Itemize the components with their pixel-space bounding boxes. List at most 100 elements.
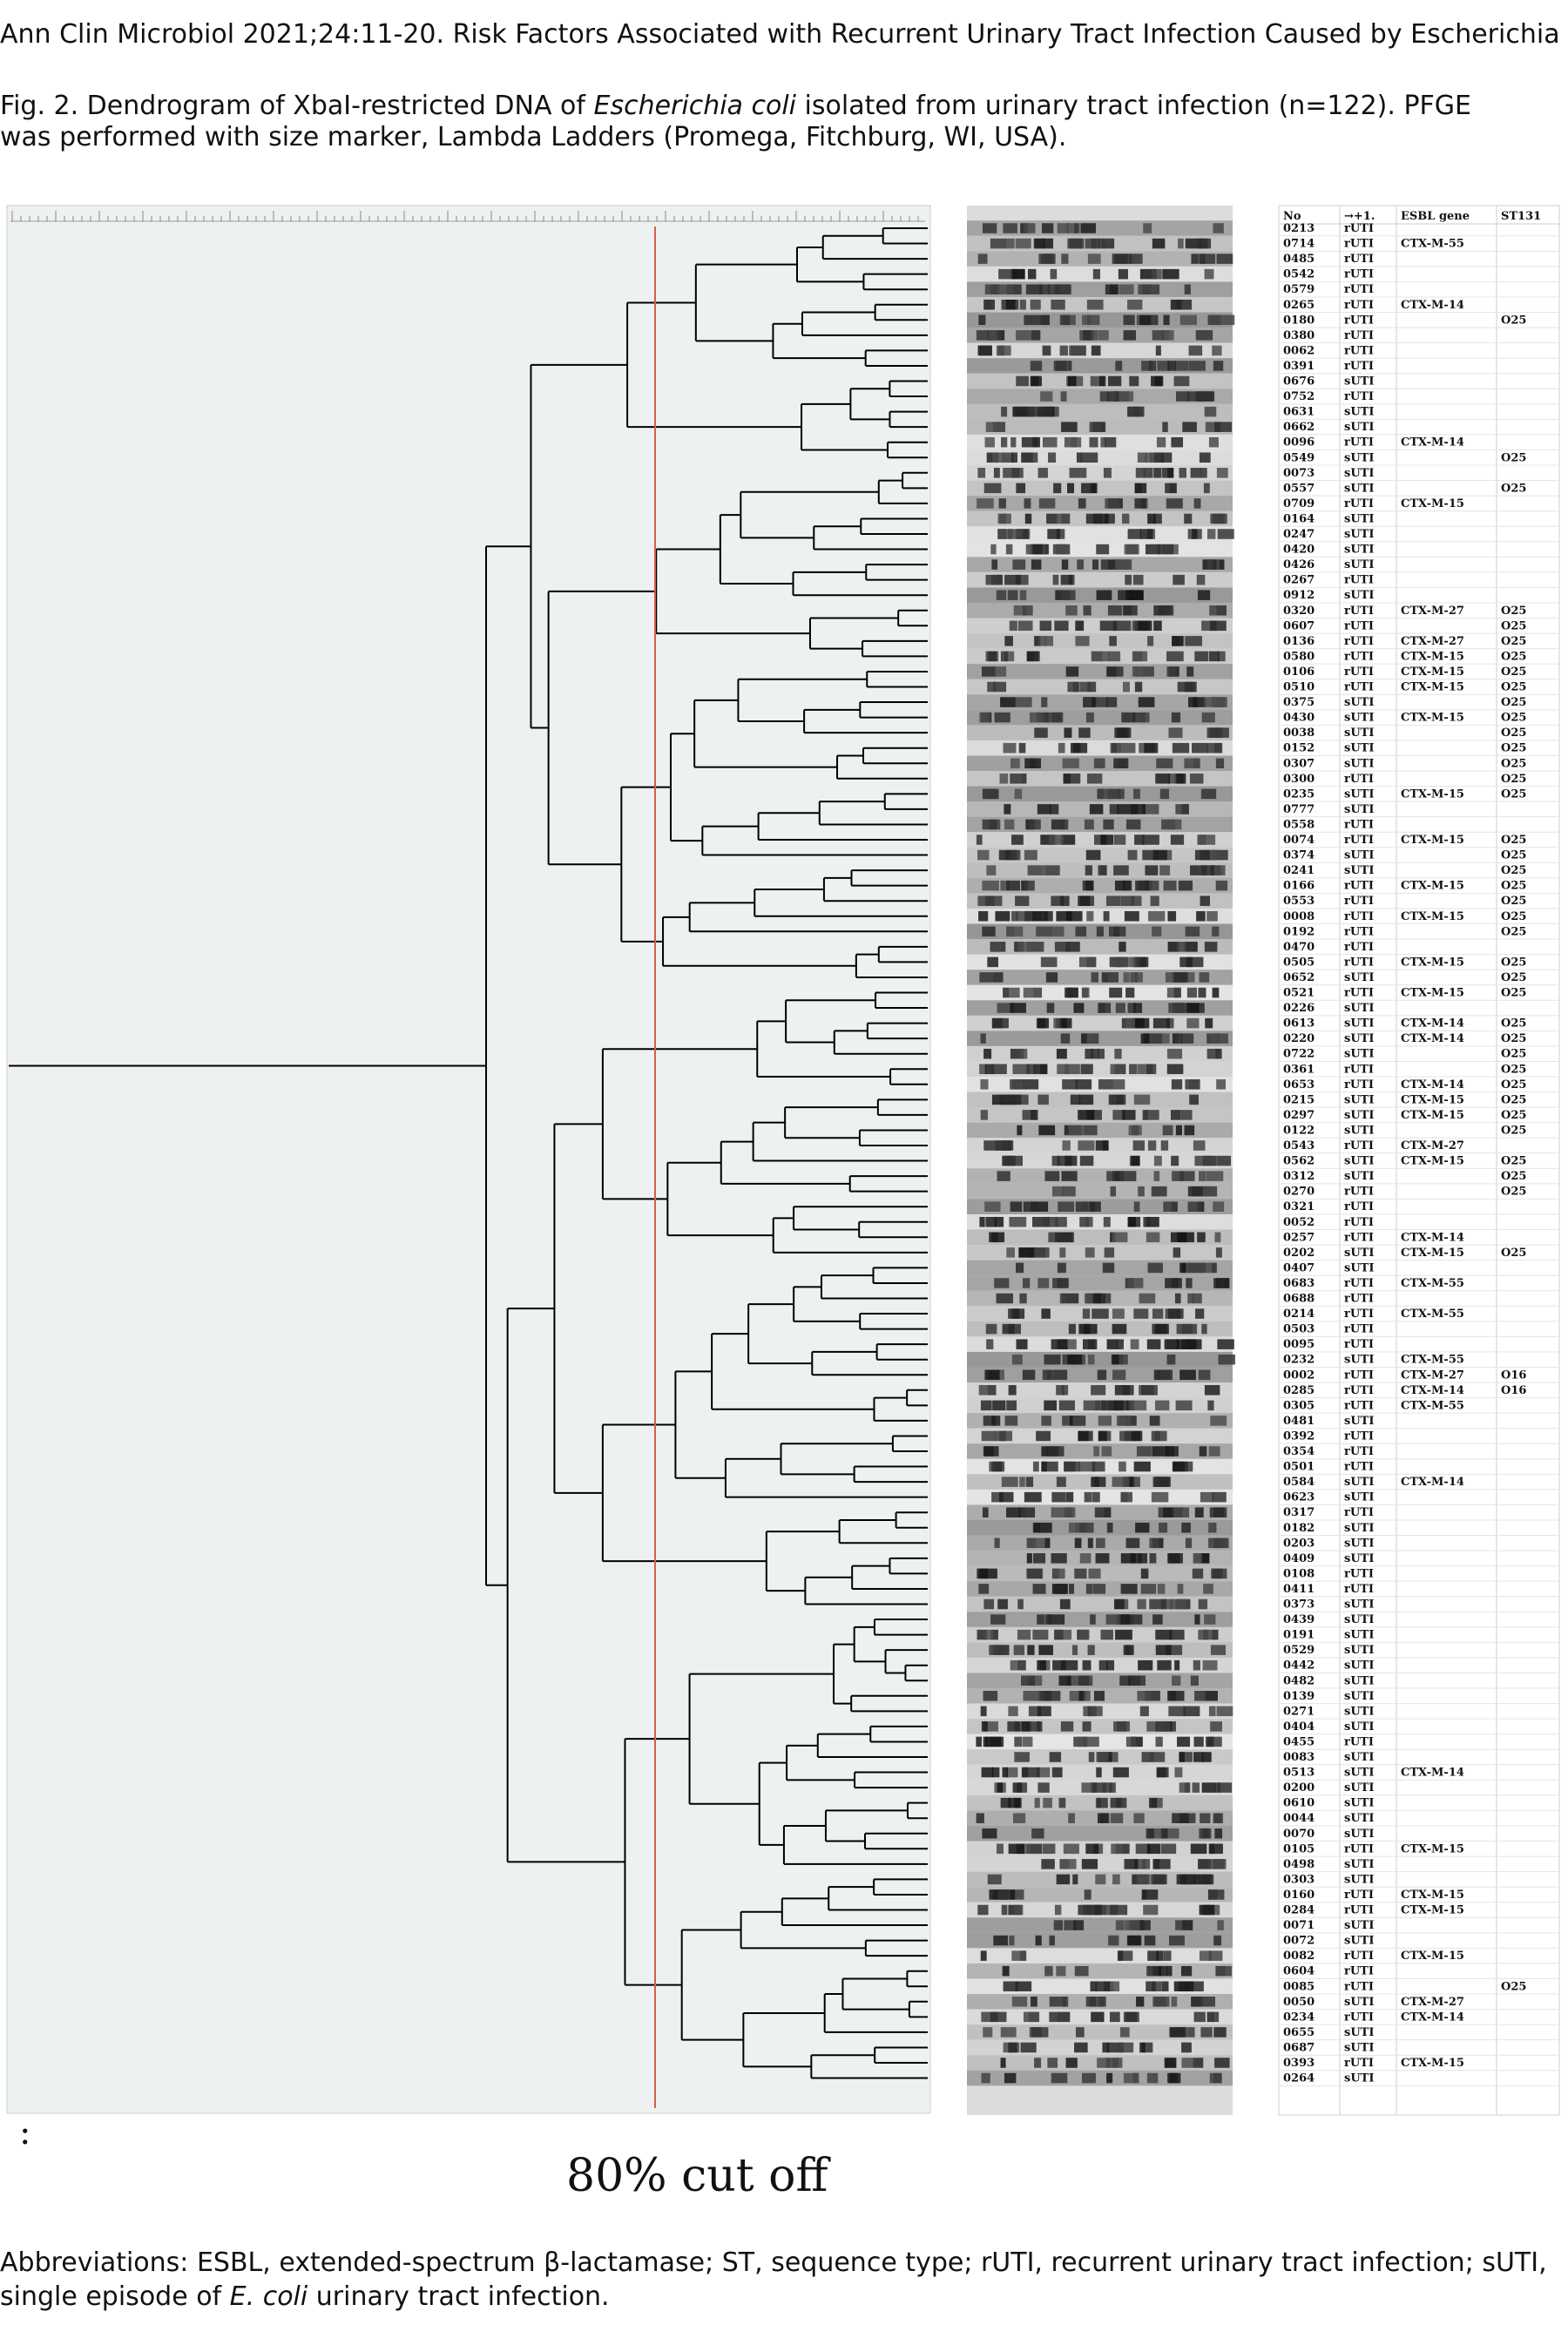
- table-cell: 0482: [1283, 1674, 1315, 1687]
- table-cell: rUTI: [1344, 436, 1374, 449]
- table-cell: sUTI: [1344, 1261, 1374, 1274]
- table-cell: rUTI: [1344, 1842, 1374, 1855]
- table-cell: rUTI: [1344, 2011, 1374, 2024]
- similarity-ruler: [10, 211, 925, 222]
- table-header-cell: ST131: [1501, 210, 1541, 223]
- table-cell: O25: [1501, 1980, 1526, 1993]
- table-cell: sUTI: [1344, 1858, 1374, 1871]
- table-cell: 0192: [1283, 925, 1315, 938]
- table-cell: 0160: [1283, 1889, 1315, 1902]
- table-cell: 0267: [1283, 574, 1315, 587]
- table-cell: CTX-M-27: [1401, 635, 1464, 648]
- table-cell: sUTI: [1344, 467, 1374, 480]
- table-cell: sUTI: [1344, 757, 1374, 770]
- table-cell: 0071: [1283, 1919, 1315, 1932]
- table-cell: 0226: [1283, 1002, 1315, 1015]
- table-cell: O16: [1501, 1384, 1526, 1397]
- table-cell: sUTI: [1344, 1124, 1374, 1137]
- table-cell: sUTI: [1344, 727, 1374, 740]
- table-cell: sUTI: [1344, 2041, 1374, 2054]
- table-cell: sUTI: [1344, 1491, 1374, 1504]
- table-cell: rUTI: [1344, 956, 1374, 969]
- table-cell: 0498: [1283, 1858, 1315, 1871]
- table-cell: 0752: [1283, 390, 1315, 403]
- table-cell: O25: [1501, 895, 1526, 908]
- table-cell: sUTI: [1344, 1093, 1374, 1106]
- table-cell: 0164: [1283, 512, 1315, 525]
- caption-species: Escherichia coli: [593, 91, 797, 121]
- cutoff-label: 80% cut off: [566, 2150, 828, 2202]
- table-cell: rUTI: [1344, 681, 1374, 694]
- table-cell: O25: [1501, 482, 1526, 495]
- table-cell: sUTI: [1344, 696, 1374, 709]
- table-cell: sUTI: [1344, 406, 1374, 419]
- table-cell: O16: [1501, 1369, 1526, 1382]
- table-cell: O25: [1501, 1124, 1526, 1137]
- table-cell: O25: [1501, 727, 1526, 740]
- table-cell: CTX-M-15: [1401, 2057, 1464, 2070]
- table-cell: rUTI: [1344, 1277, 1374, 1290]
- dendrogram-figure: No →+1. ESBL gene ST131 0213 rUTI 0714 rUTI CTX-…: [6, 205, 1560, 2116]
- table-cell: 0257: [1283, 1231, 1315, 1244]
- table-cell: CTX-M-14: [1401, 1476, 1464, 1489]
- table-cell: 0613: [1283, 1017, 1315, 1031]
- journal-header: Ann Clin Microbiol 2021;24:11-20. Risk F…: [0, 19, 1568, 50]
- table-cell: O25: [1501, 1109, 1526, 1122]
- table-cell: 0008: [1283, 910, 1315, 923]
- table-cell: 0074: [1283, 834, 1315, 847]
- table-cell: sUTI: [1344, 1720, 1374, 1734]
- table-cell: 0038: [1283, 727, 1315, 740]
- table-cell: CTX-M-15: [1401, 681, 1464, 694]
- table-cell: sUTI: [1344, 1935, 1374, 1948]
- table-cell: sUTI: [1344, 1537, 1374, 1550]
- table-cell: 0152: [1283, 742, 1315, 755]
- table-cell: rUTI: [1344, 344, 1374, 357]
- table-cell: CTX-M-27: [1401, 1139, 1464, 1152]
- table-cell: 0655: [1283, 2026, 1315, 2039]
- table-cell: sUTI: [1344, 1781, 1374, 1794]
- table-cell: O25: [1501, 681, 1526, 694]
- table-cell: CTX-M-15: [1401, 1889, 1464, 1902]
- table-cell: O25: [1501, 1017, 1526, 1031]
- table-cell: O25: [1501, 605, 1526, 618]
- dendrogram-panel: [6, 205, 931, 2114]
- table-cell: CTX-M-55: [1401, 1277, 1464, 1290]
- table-cell: 0393: [1283, 2057, 1315, 2070]
- table-cell: 0409: [1283, 1552, 1315, 1565]
- table-cell: rUTI: [1344, 1384, 1374, 1397]
- table-cell: 0264: [1283, 2072, 1315, 2085]
- table-cell: sUTI: [1344, 1170, 1374, 1183]
- table-cell: O25: [1501, 1032, 1526, 1045]
- table-cell: 0166: [1283, 880, 1315, 893]
- table-cell: 0652: [1283, 971, 1315, 984]
- table-cell: 0549: [1283, 451, 1315, 464]
- table-cell: 0320: [1283, 605, 1315, 618]
- table-cell: rUTI: [1344, 1461, 1374, 1474]
- table-cell: rUTI: [1344, 2057, 1374, 2070]
- table-cell: rUTI: [1344, 1216, 1374, 1229]
- table-cell: 0407: [1283, 1261, 1315, 1274]
- table-cell: rUTI: [1344, 1186, 1374, 1199]
- table-cell: sUTI: [1344, 1032, 1374, 1045]
- table-cell: rUTI: [1344, 1139, 1374, 1152]
- table-cell: rUTI: [1344, 1063, 1374, 1076]
- table-cell: CTX-M-15: [1401, 1950, 1464, 1963]
- table-cell: 0050: [1283, 1996, 1315, 2009]
- table-cell: O25: [1501, 696, 1526, 709]
- table-cell: 0503: [1283, 1323, 1315, 1336]
- table-cell: sUTI: [1344, 849, 1374, 862]
- table-cell: sUTI: [1344, 1002, 1374, 1015]
- table-cell: 0411: [1283, 1583, 1315, 1596]
- table-cell: sUTI: [1344, 1919, 1374, 1932]
- table-cell: CTX-M-15: [1401, 1842, 1464, 1855]
- abbreviations-note: Abbreviations: ESBL, extended-spectrum β…: [0, 2246, 1568, 2314]
- table-cell: CTX-M-15: [1401, 1247, 1464, 1260]
- table-cell: 0374: [1283, 849, 1315, 862]
- table-cell: O25: [1501, 956, 1526, 969]
- table-cell: 0361: [1283, 1063, 1315, 1076]
- table-cell: 0380: [1283, 329, 1315, 342]
- table-cell: rUTI: [1344, 880, 1374, 893]
- table-cell: 0558: [1283, 818, 1315, 831]
- table-cell: rUTI: [1344, 987, 1374, 1000]
- table-cell: O25: [1501, 1170, 1526, 1183]
